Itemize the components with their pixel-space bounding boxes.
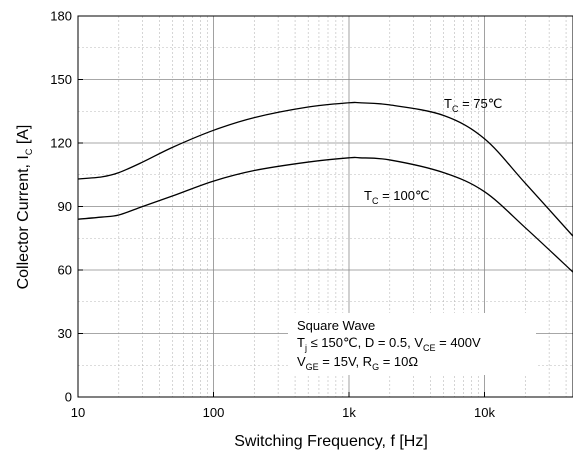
annotation-line-2: Tj ≤ 150℃, D = 0.5, VCE = 400V (297, 335, 481, 353)
y-tick-label: 150 (50, 72, 72, 87)
y-axis-ticks: 0 30 60 90 120 150 180 (50, 9, 83, 405)
x-tick-label: 10k (474, 405, 495, 420)
x-axis-title: Switching Frequency, f [Hz] (234, 433, 428, 450)
x-tick-label: 1k (342, 405, 356, 420)
series-line-tc-75 (77, 101, 573, 237)
y-tick-label: 0 (65, 390, 72, 405)
y-tick-label: 90 (58, 199, 72, 214)
x-axis-ticks: 10 100 1k 10k (71, 392, 495, 420)
series-layer (77, 101, 573, 273)
annotation-line-1: Square Wave (297, 318, 375, 333)
series-label-tc-75: TC = 75℃ (444, 96, 502, 114)
annotation-line-3: VGE = 15V, RG = 10Ω (297, 354, 418, 372)
series-line-tc-100 (77, 156, 573, 273)
y-tick-label: 120 (50, 136, 72, 151)
y-axis-title-sub: C (24, 148, 34, 155)
y-tick-label: 30 (58, 326, 72, 341)
y-tick-label: 60 (58, 263, 72, 278)
y-axis-title-tail: [A] (15, 125, 32, 149)
y-axis-title-main: Collector Current, I (15, 155, 32, 289)
labels-layer: TC = 75℃ TC = 100℃ (364, 96, 502, 206)
annotation-box (288, 313, 536, 375)
series-label-tc-100: TC = 100℃ (364, 188, 430, 206)
y-axis-title: Collector Current, IC [A] (15, 125, 34, 290)
x-tick-label: 100 (203, 405, 225, 420)
y-tick-label: 180 (50, 9, 72, 24)
x-tick-label: 10 (71, 405, 85, 420)
